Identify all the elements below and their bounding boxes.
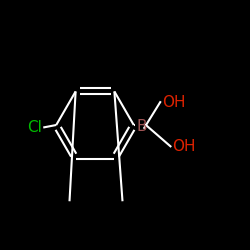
Text: OH: OH (172, 139, 196, 154)
Text: Cl: Cl (27, 120, 42, 135)
Text: B: B (136, 119, 146, 134)
Text: OH: OH (162, 95, 186, 110)
